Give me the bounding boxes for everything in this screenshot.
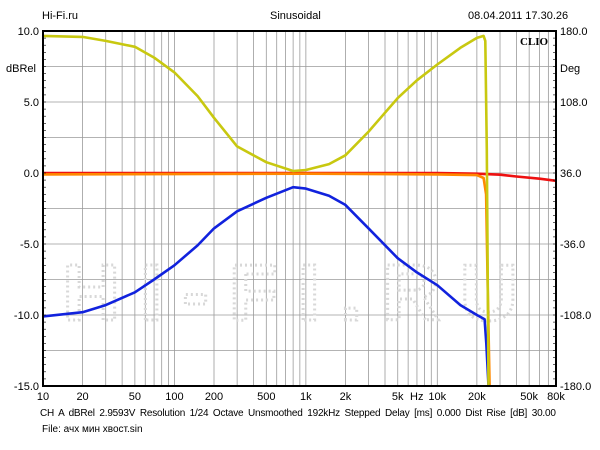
x-tick-label: 2k (340, 391, 352, 403)
file-name: File: ачх мин хвост.sin (42, 424, 143, 435)
x-tick-label: 10 (37, 391, 49, 403)
x-tick-label: 50 (129, 391, 141, 403)
axes: 10 20 50 100 200 500 1k 2k 5k 10k 20k 50k 80k 10.0 5.0… (14, 26, 591, 403)
x-tick-label: 20 (76, 391, 88, 403)
y-tick-label: 0.0 (24, 168, 39, 180)
watermark: HI-FI.RU (62, 248, 538, 337)
series-group (43, 34, 556, 386)
x-tick-label: 1k (300, 391, 312, 403)
x-tick-label: 10k (428, 391, 446, 403)
x-tick-label: 50k (520, 391, 538, 403)
y2-axis-label: Deg (560, 63, 580, 75)
y2-tick-label: 108.0 (560, 97, 588, 109)
y2-tick-label: 36.0 (560, 168, 581, 180)
header-site: Hi-Fi.ru (42, 10, 79, 22)
x-tick-label: 20k (468, 391, 486, 403)
y-tick-label: 5.0 (24, 97, 39, 109)
y-axis-label: dBRel (6, 63, 36, 75)
y2-tick-label: -36.0 (560, 239, 585, 251)
x-axis-label: Hz (410, 391, 423, 403)
x-tick-label: 200 (205, 391, 223, 403)
x-tick-label: 100 (165, 391, 183, 403)
x-tick-label: 5k (392, 391, 404, 403)
y-tick-label: -5.0 (20, 239, 39, 251)
y2-tick-label: 180.0 (560, 26, 588, 38)
x-tick-label: 500 (257, 391, 275, 403)
series-phase (43, 34, 490, 386)
y2-tick-label: -180.0 (560, 381, 591, 393)
y-tick-label: -15.0 (14, 381, 39, 393)
series-magnitude (43, 185, 490, 386)
x-tick-label: 80k (547, 391, 565, 403)
header-timestamp: 08.04.2011 17.30.26 (468, 10, 569, 22)
y-tick-label: 10.0 (18, 26, 39, 38)
header-mode: Sinusoidal (270, 10, 321, 22)
grid (43, 31, 556, 386)
clio-logo: CLIO (520, 36, 549, 48)
measurement-settings: CH A dBRel 2.9593V Resolution 1/24 Octav… (40, 408, 556, 419)
y2-tick-label: -108.0 (560, 310, 591, 322)
y-tick-label: -10.0 (14, 310, 39, 322)
